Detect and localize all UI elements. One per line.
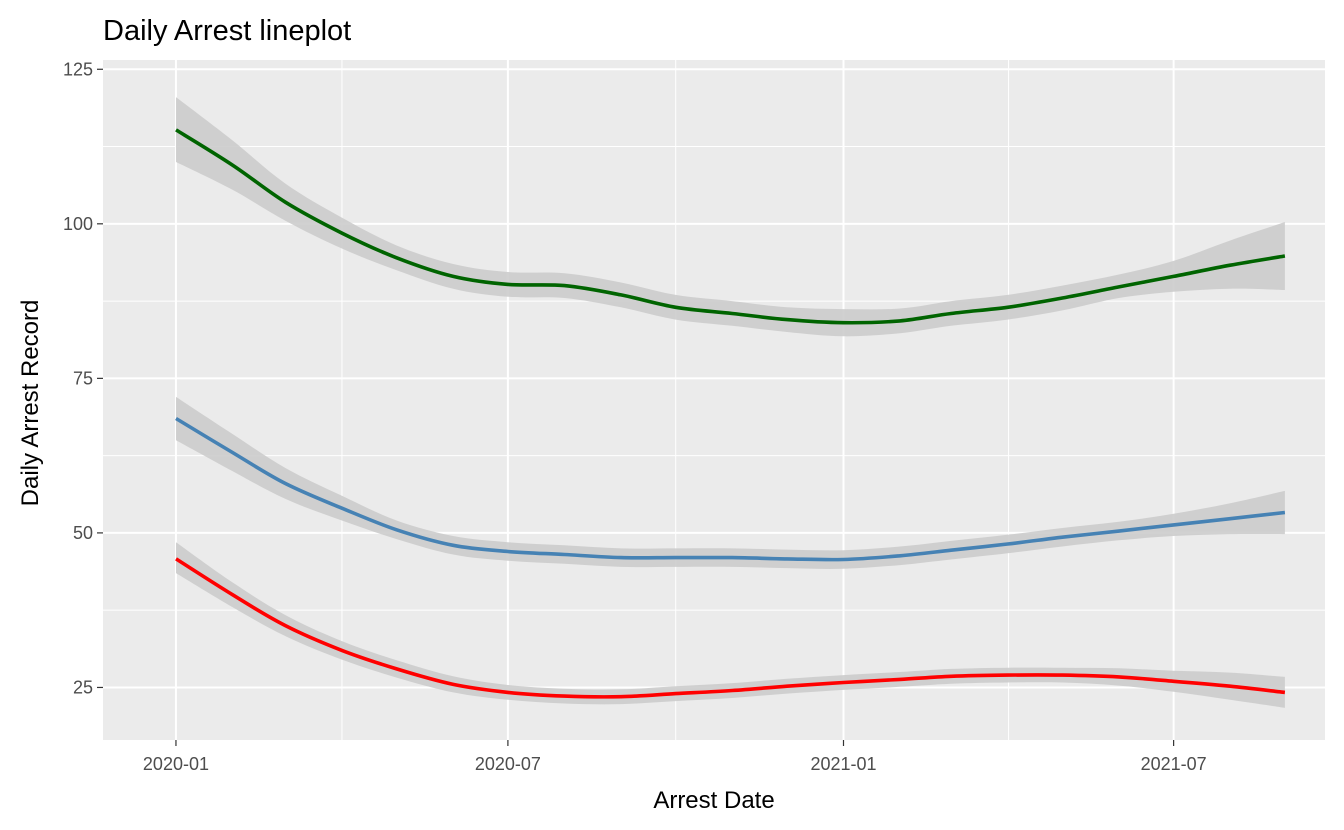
series-line-3 <box>175 557 1286 699</box>
confidence-band-3 <box>176 542 1285 708</box>
y-tick-label: 125 <box>63 59 93 79</box>
y-axis: 25 50 75 100 125 <box>63 59 103 697</box>
x-axis-title: Arrest Date <box>653 787 774 814</box>
chart-title: Daily Arrest lineplot <box>103 15 351 47</box>
x-axis: 2020-01 2020-07 2021-01 2021-07 <box>143 740 1207 774</box>
y-tick-label: 50 <box>73 523 93 543</box>
series-line-2 <box>175 416 1286 562</box>
x-tick-label: 2020-01 <box>143 754 209 774</box>
series-lines <box>175 128 1286 699</box>
plot-panel <box>103 60 1325 740</box>
x-tick-label: 2021-01 <box>810 754 876 774</box>
y-tick-label: 100 <box>63 214 93 234</box>
x-tick-label: 2021-07 <box>1141 754 1207 774</box>
y-axis-title: Daily Arrest Record <box>17 300 44 507</box>
x-tick-label: 2020-07 <box>475 754 541 774</box>
y-tick-label: 75 <box>73 368 93 388</box>
y-tick-label: 25 <box>73 677 93 697</box>
series-line-1 <box>175 128 1286 325</box>
